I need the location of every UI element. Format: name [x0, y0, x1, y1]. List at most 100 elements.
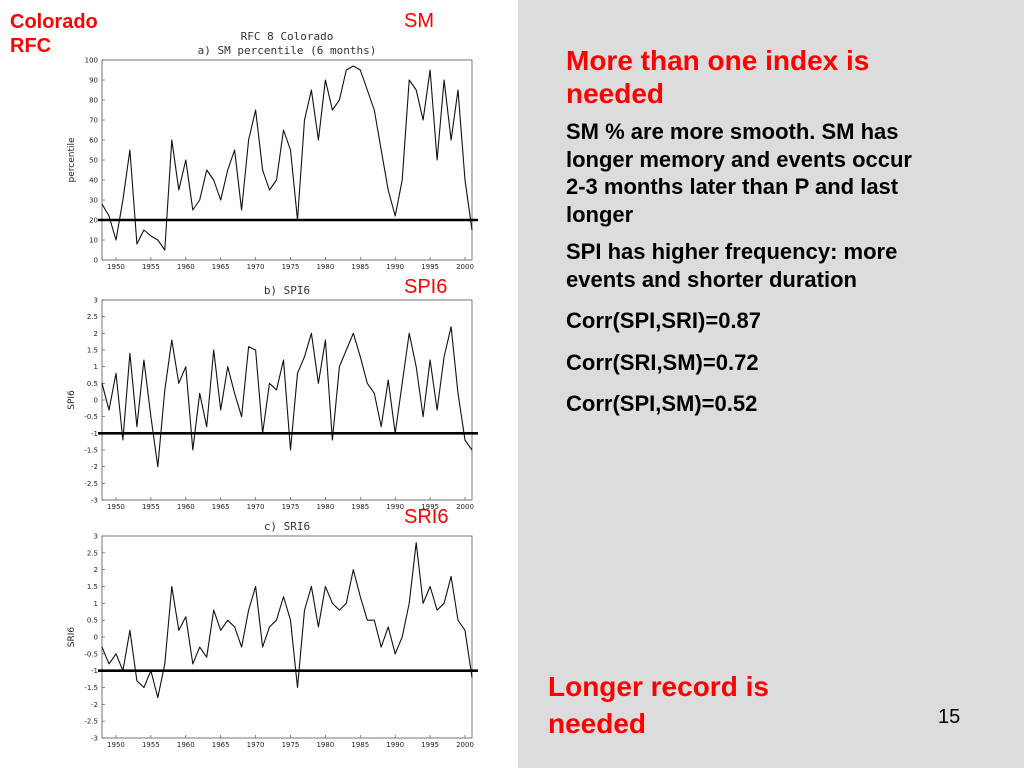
x-tick-label: 1980 [316, 741, 334, 749]
y-tick-label: -1 [91, 667, 98, 675]
x-tick-label: 1985 [351, 263, 369, 271]
y-tick-label: -0.5 [84, 413, 98, 421]
y-tick-label: 3 [94, 533, 98, 541]
y-axis-label: SRI6 [67, 627, 77, 648]
slide-heading: More than one index is needed [566, 45, 870, 109]
y-tick-label: 1.5 [87, 583, 98, 591]
y-tick-label: -3 [91, 735, 98, 743]
y-tick-label: 1 [94, 363, 98, 371]
x-tick-label: 1965 [212, 263, 230, 271]
y-tick-label: -2.5 [84, 718, 98, 726]
y-tick-label: 70 [89, 117, 98, 125]
x-tick-label: 1960 [177, 503, 195, 511]
slide-text-block: More than one index is needed SM % are m… [566, 44, 926, 432]
y-tick-label: 100 [85, 57, 98, 65]
y-tick-label: -3 [91, 497, 98, 505]
y-tick-label: 0 [94, 397, 98, 405]
chart-title: RFC 8 Colorado [241, 30, 334, 43]
page-number: 15 [938, 706, 961, 728]
y-tick-label: 2.5 [87, 549, 98, 557]
x-tick-label: 1960 [177, 263, 195, 271]
x-tick-label: 1995 [421, 263, 439, 271]
y-tick-label: 40 [89, 177, 98, 185]
y-tick-label: -2 [91, 463, 98, 471]
x-tick-label: 1985 [351, 503, 369, 511]
rfc-label-line-2: RFC [10, 35, 52, 57]
sm-tag: SM [404, 10, 434, 32]
y-axis-label: SPI6 [67, 390, 77, 410]
series-line [101, 326, 473, 468]
x-tick-label: 1955 [142, 741, 160, 749]
x-tick-label: 1975 [282, 503, 300, 511]
chart-subtitle: b) SPI6 [264, 284, 310, 297]
y-tick-label: -2 [91, 701, 98, 709]
corr-spi-sm: Corr(SPI,SM)=0.52 [566, 391, 758, 416]
spi6-chart: b) SPI6 -3 -2.5 -2 -1.5 -1 -0.5 0 0.5 1 1.5 2 2.5 3 19… [67, 284, 478, 511]
x-tick-label: 1985 [351, 741, 369, 749]
x-tick-label: 2000 [456, 503, 474, 511]
x-tick-label: 2000 [456, 263, 474, 271]
footer-note: Longer record is needed [548, 671, 769, 739]
y-axis-label: percentile [67, 137, 77, 182]
y-tick-label: 0 [94, 257, 98, 265]
y-tick-label: 2 [94, 566, 98, 574]
y-tick-label: 30 [89, 197, 98, 205]
x-tick-label: 1955 [142, 263, 160, 271]
spi6-tag: SPI6 [404, 276, 448, 298]
y-tick-label: 50 [89, 157, 98, 165]
y-tick-label: 2 [94, 330, 98, 338]
x-tick-label: 1975 [282, 263, 300, 271]
plot-frame [101, 535, 473, 739]
x-tick-label: 1950 [107, 503, 125, 511]
series-line [101, 65, 473, 251]
sri6-tag: SRI6 [404, 506, 449, 528]
y-tick-label: 0.5 [87, 617, 98, 625]
x-tick-label: 2000 [456, 741, 474, 749]
x-tick-label: 1995 [421, 741, 439, 749]
y-tick-label: 10 [89, 237, 98, 245]
x-tick-label: 1995 [421, 503, 439, 511]
x-tick-label: 1965 [212, 503, 230, 511]
y-tick-label: 1.5 [87, 347, 98, 355]
chart-subtitle: a) SM percentile (6 months) [198, 44, 377, 57]
chart-subtitle: c) SRI6 [264, 520, 310, 533]
y-tick-label: 2.5 [87, 313, 98, 321]
corr-sri-sm: Corr(SRI,SM)=0.72 [566, 349, 759, 375]
y-tick-label: 20 [89, 217, 98, 225]
y-tick-label: 1 [94, 600, 98, 608]
y-tick-label: -1 [91, 430, 98, 438]
x-tick-label: 1975 [282, 741, 300, 749]
x-tick-label: 1980 [316, 263, 334, 271]
y-tick-label: -0.5 [84, 650, 98, 658]
x-tick-label: 1990 [386, 263, 404, 271]
y-tick-label: 60 [89, 137, 98, 145]
rfc-label: Colorado RFC [10, 10, 98, 58]
right-panel-background [518, 0, 1024, 768]
series-line [101, 542, 473, 699]
y-tick-label: 3 [94, 297, 98, 305]
sm-description: SM % are more smooth. SM has longer memo… [566, 119, 912, 227]
y-tick-label: 90 [89, 77, 98, 85]
x-tick-label: 1980 [316, 503, 334, 511]
x-tick-label: 1970 [247, 741, 265, 749]
x-tick-label: 1955 [142, 503, 160, 511]
y-tick-label: -1.5 [84, 684, 98, 692]
x-tick-label: 1950 [107, 263, 125, 271]
x-tick-label: 1970 [247, 263, 265, 271]
x-tick-label: 1960 [177, 741, 195, 749]
x-tick-label: 1950 [107, 741, 125, 749]
y-tick-label: -2.5 [84, 480, 98, 488]
y-tick-label: 80 [89, 97, 98, 105]
x-tick-label: 1990 [386, 503, 404, 511]
x-tick-label: 1965 [212, 741, 230, 749]
corr-spi-sri: Corr(SPI,SRI)=0.87 [566, 308, 762, 333]
spi-description: SPI has higher frequency: more events an… [566, 239, 898, 292]
rfc-label-line-1: Colorado [10, 11, 98, 33]
x-tick-label: 1990 [386, 741, 404, 749]
x-tick-label: 1970 [247, 503, 265, 511]
y-tick-label: 0.5 [87, 380, 98, 388]
y-tick-label: 0 [94, 634, 98, 642]
y-tick-label: -1.5 [84, 447, 98, 455]
sri6-chart: c) SRI6 -3 -2.5 -2 -1.5 -1 -0.5 0 0.5 1 1.5 2 2.5 3 19… [67, 520, 478, 749]
